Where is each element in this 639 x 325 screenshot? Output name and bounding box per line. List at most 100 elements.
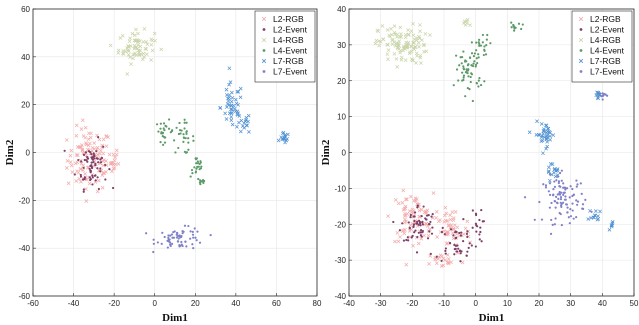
point: [477, 41, 480, 44]
point: [84, 187, 88, 191]
point: [235, 89, 240, 94]
point: [483, 45, 486, 48]
point: [408, 223, 413, 228]
point: [568, 222, 571, 225]
point: [97, 161, 100, 164]
point: [409, 44, 414, 49]
point: [87, 181, 92, 186]
point: [399, 32, 403, 36]
point: [421, 223, 424, 226]
point: [571, 202, 574, 205]
point: [460, 231, 463, 234]
point: [602, 94, 605, 97]
point: [445, 232, 450, 236]
point: [421, 230, 424, 234]
point: [74, 133, 79, 138]
point: [417, 219, 421, 222]
point: [89, 170, 93, 173]
y-tick-label: 20: [21, 101, 30, 110]
point: [457, 79, 460, 82]
point: [396, 201, 401, 206]
point: [386, 214, 390, 218]
point: [101, 137, 106, 142]
point: [413, 215, 416, 218]
point: [542, 127, 546, 131]
point: [160, 242, 163, 245]
point: [135, 38, 140, 42]
point: [474, 245, 477, 248]
point: [247, 130, 251, 134]
point: [442, 229, 447, 234]
point: [424, 211, 429, 215]
x-tick-label: 60: [272, 299, 281, 308]
point: [93, 157, 96, 160]
point: [533, 218, 536, 221]
point: [85, 159, 88, 162]
point: [547, 190, 550, 193]
point: [483, 48, 486, 51]
point: [178, 234, 181, 237]
point: [190, 168, 194, 172]
point: [182, 133, 185, 136]
point: [173, 139, 176, 142]
point: [560, 169, 563, 172]
point: [201, 179, 205, 182]
point: [425, 218, 428, 221]
point: [96, 176, 99, 179]
point: [572, 217, 575, 220]
point: [464, 59, 467, 62]
point: [93, 153, 96, 157]
series-l4-event: [155, 118, 206, 186]
point: [280, 131, 285, 136]
point: [444, 247, 448, 250]
point: [75, 169, 79, 174]
point: [462, 74, 466, 77]
point: [447, 222, 451, 227]
y-tick-label: 40: [21, 53, 30, 62]
point: [422, 43, 426, 48]
point: [415, 53, 419, 58]
point: [407, 209, 412, 213]
point: [411, 40, 415, 45]
point: [402, 239, 406, 242]
point: [184, 137, 187, 140]
point: [84, 199, 89, 203]
point: [95, 150, 98, 153]
point: [572, 193, 575, 196]
point: [569, 215, 573, 218]
point: [544, 186, 548, 189]
point: [415, 222, 418, 225]
point: [480, 208, 483, 212]
point: [96, 167, 99, 170]
point: [428, 254, 433, 258]
point: [553, 174, 558, 179]
x-tick-label: -40: [68, 299, 80, 308]
point: [411, 243, 415, 248]
point: [152, 250, 155, 254]
point: [90, 153, 93, 156]
point: [192, 135, 195, 138]
point: [539, 122, 544, 126]
point: [547, 165, 551, 170]
point: [557, 181, 560, 185]
point: [558, 193, 562, 196]
point: [128, 55, 132, 59]
point: [540, 218, 544, 221]
point: [401, 207, 406, 212]
point: [444, 252, 447, 255]
point: [421, 220, 424, 223]
point: [116, 48, 121, 53]
point: [234, 97, 238, 102]
x-tick-label: -20: [407, 299, 419, 308]
point: [450, 231, 455, 235]
point: [467, 246, 470, 249]
point: [420, 38, 424, 42]
point: [141, 57, 145, 62]
point: [375, 28, 380, 33]
x-axis-label: Dim1: [162, 312, 188, 324]
x-tick-label: 20: [535, 299, 544, 308]
point: [156, 241, 159, 244]
point: [183, 121, 186, 124]
point: [429, 220, 432, 224]
